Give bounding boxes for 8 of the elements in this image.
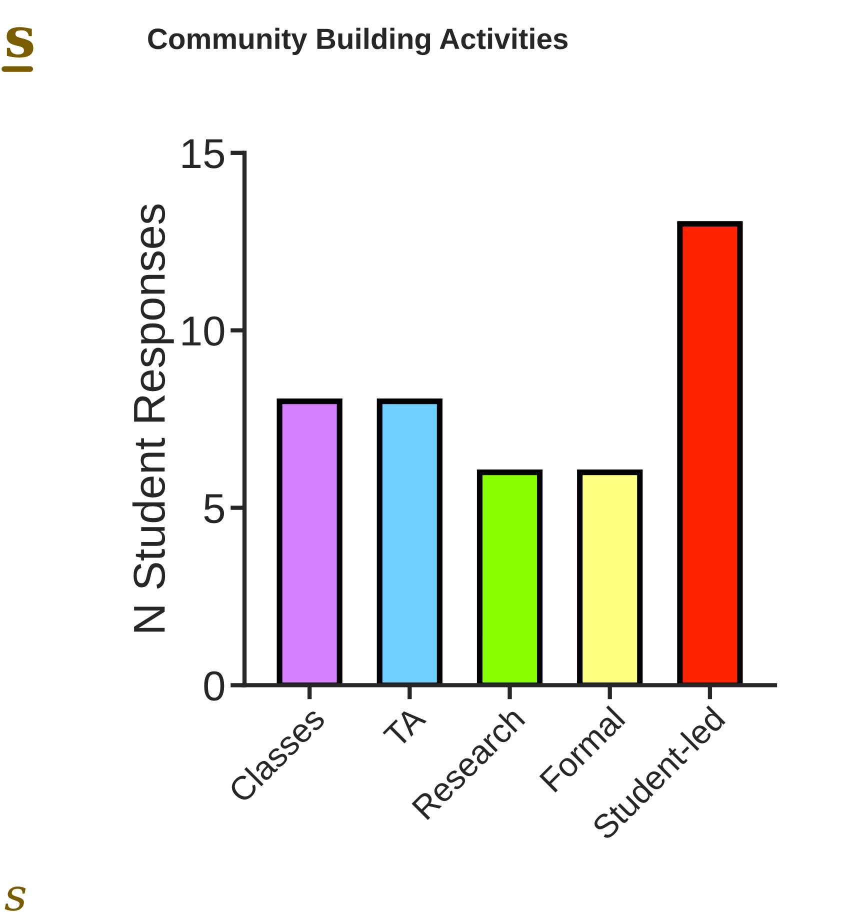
y-tick-label: 5 [204,494,224,524]
chart-title: Community Building Activities [148,28,568,56]
y-axis-title: N Student Responses [132,204,174,632]
text: s [6,27,34,58]
text: s [4,886,26,911]
y-tick-label: 15 [182,139,224,168]
y-tick-label: 10 [182,316,224,346]
y-tick-label: 0 [204,671,224,701]
